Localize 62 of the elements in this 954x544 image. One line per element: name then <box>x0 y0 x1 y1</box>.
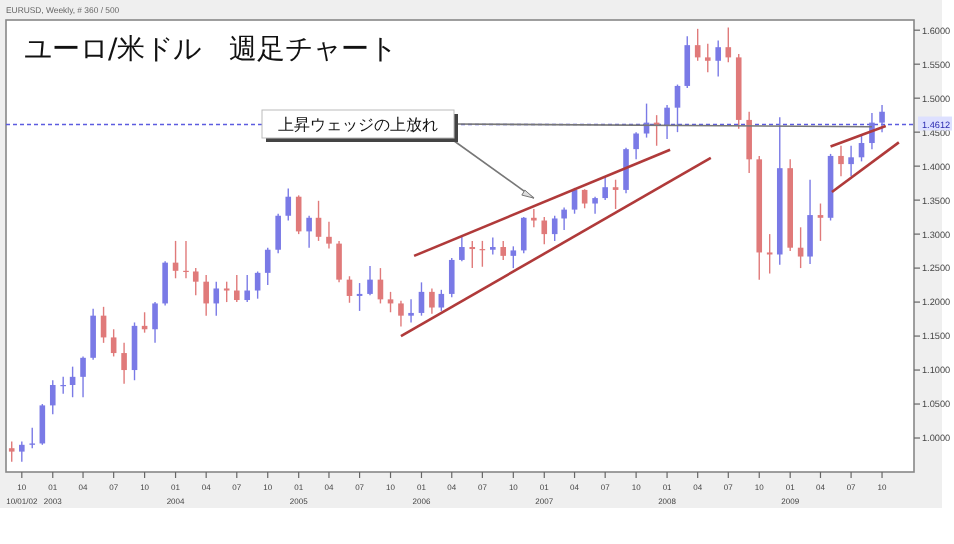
candlestick <box>838 145 844 178</box>
candlestick <box>110 328 117 358</box>
candlestick <box>581 188 588 209</box>
candlestick <box>500 240 507 261</box>
candlestick <box>817 202 824 242</box>
candlestick <box>448 257 455 299</box>
candlestick <box>561 206 567 231</box>
candlestick <box>438 289 445 312</box>
candlestick <box>80 355 86 398</box>
candlestick <box>664 104 670 140</box>
candlestick <box>326 221 332 250</box>
candlestick <box>766 233 773 275</box>
candlestick <box>551 215 558 242</box>
candlestick <box>233 274 240 303</box>
candlestick <box>367 265 373 296</box>
candlestick <box>520 216 527 254</box>
annotation: 上昇ウェッジの上放れ <box>278 116 438 134</box>
candlestick <box>306 215 312 249</box>
candlestick <box>704 43 711 74</box>
candlestick <box>254 270 261 300</box>
candlestick <box>592 196 598 215</box>
candlestick <box>121 342 127 385</box>
candlestick <box>223 280 230 303</box>
candlestick <box>275 213 281 254</box>
candlestick <box>602 175 608 201</box>
candlestick <box>152 301 158 344</box>
candlestick <box>725 26 732 63</box>
text: ユーロ/米ドル 週足チャート <box>24 34 398 66</box>
candlestick <box>459 235 465 262</box>
candlestick <box>162 260 168 307</box>
candlestick <box>29 427 36 449</box>
candlestick <box>90 308 96 361</box>
candlestick <box>429 287 435 315</box>
candlestick <box>213 280 220 317</box>
candlestick <box>49 379 56 415</box>
candlestick <box>490 236 496 256</box>
candlestick <box>469 240 476 269</box>
candlestick <box>541 216 548 245</box>
candlestick <box>244 274 251 303</box>
candlestick <box>746 111 752 174</box>
candlestick <box>398 300 404 328</box>
candlestick <box>715 39 721 78</box>
candlestick <box>510 245 517 269</box>
candlestick <box>633 131 639 161</box>
candlestick <box>684 35 691 89</box>
candlestick <box>19 440 25 463</box>
candlestick <box>674 83 681 133</box>
candlestick <box>264 247 271 286</box>
candlestick <box>408 298 414 324</box>
candlestick <box>356 282 363 312</box>
candlestick <box>285 187 292 222</box>
candlestick <box>612 179 619 210</box>
candlestick <box>203 274 209 317</box>
candlestick <box>879 104 885 133</box>
candlestick <box>797 226 804 269</box>
candlestick <box>848 145 854 178</box>
candlestick <box>623 147 629 195</box>
candlestick <box>192 267 199 296</box>
candlestick <box>8 440 15 463</box>
candlestick <box>807 179 813 265</box>
candlestick <box>531 208 537 229</box>
candlestick <box>336 240 342 284</box>
